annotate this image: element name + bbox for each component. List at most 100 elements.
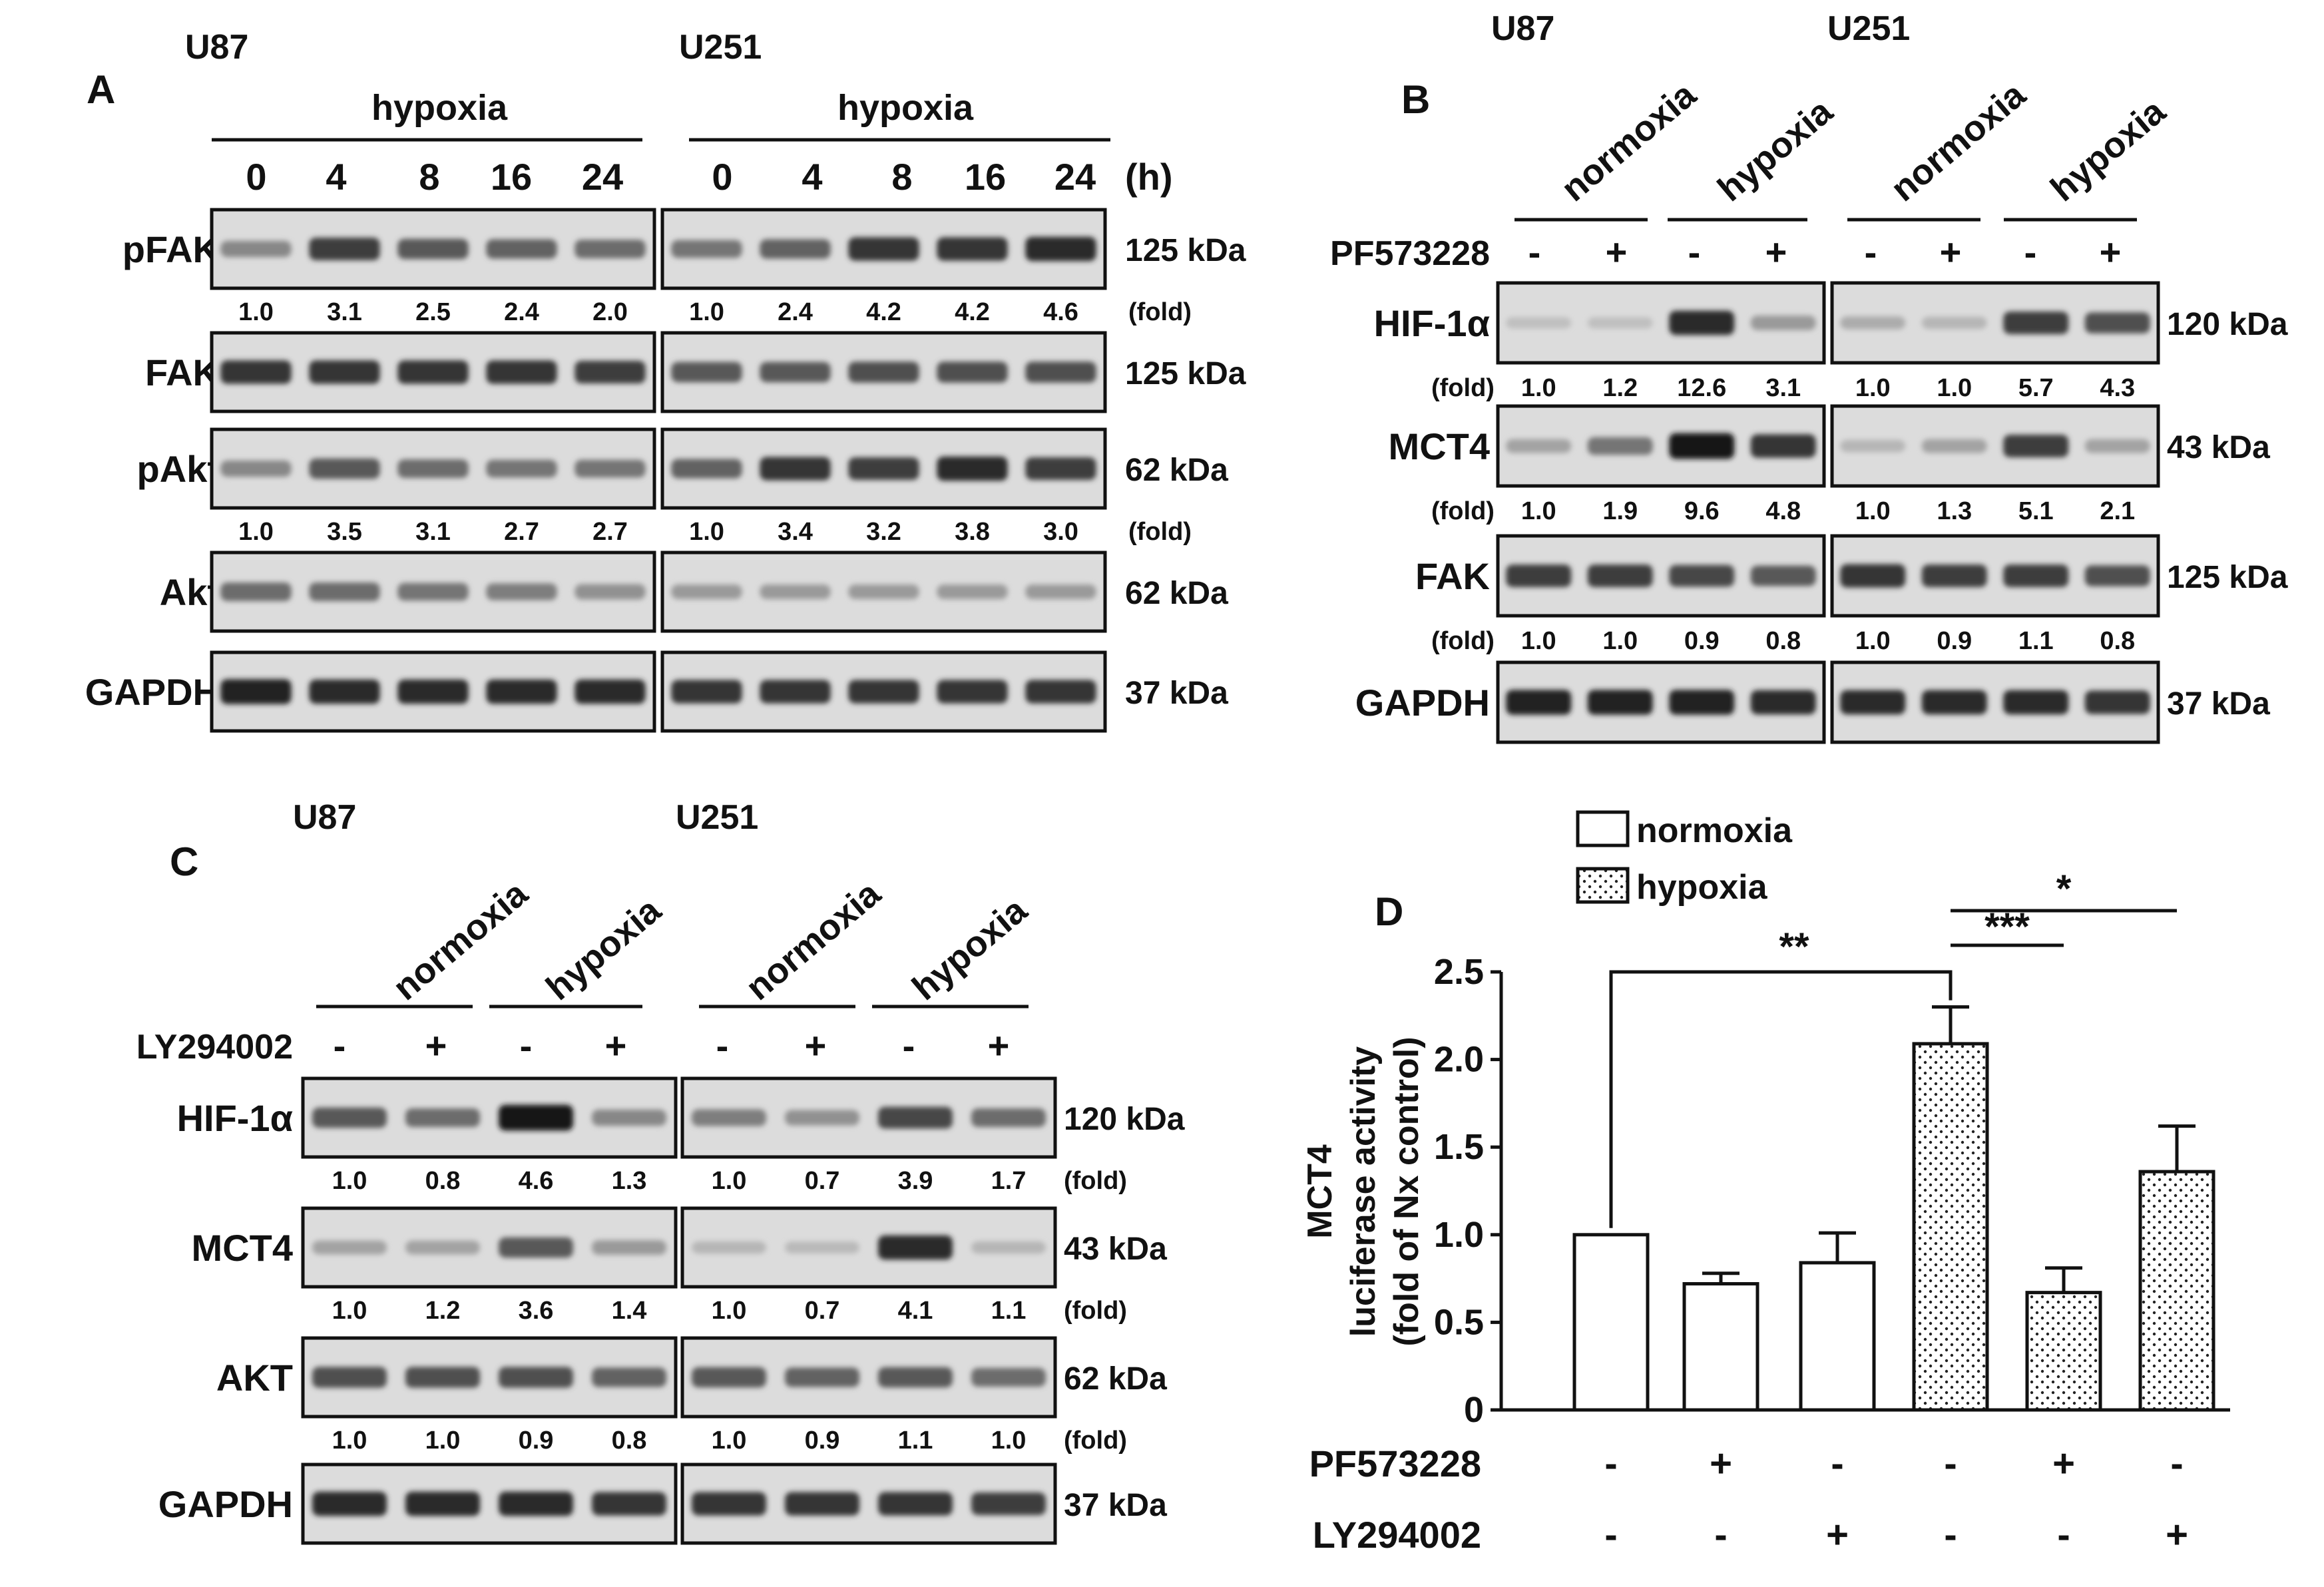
- panel-b-sign: +: [1606, 231, 1628, 273]
- treatment-row-label: PF573228: [1309, 1443, 1481, 1484]
- treatment-sign: -: [2057, 1513, 2070, 1556]
- treatment-sign: -: [1944, 1442, 1957, 1485]
- blot-band: [309, 238, 380, 260]
- blot-band: [397, 238, 469, 260]
- blot-row-label: GAPDH: [85, 671, 220, 713]
- blot-row-label: MCT4: [1389, 425, 1490, 467]
- blot-band: [1840, 690, 1906, 715]
- blot-band: [312, 1367, 387, 1388]
- blot-band: [405, 1108, 480, 1127]
- significance-mark: **: [1779, 925, 1809, 969]
- fold-value: 1.3: [1937, 497, 1972, 525]
- bar-chart: 00.51.01.52.02.5** ****: [1434, 867, 2230, 1430]
- fold-value: 1.0: [425, 1427, 461, 1455]
- fold-value: 1.0: [991, 1427, 1027, 1455]
- y-tick-label: 1.5: [1434, 1127, 1484, 1167]
- blot-band: [1506, 565, 1572, 587]
- blot-band: [486, 459, 557, 478]
- panel-a-time-unit: (h): [1125, 156, 1173, 198]
- fold-value: 1.0: [238, 518, 274, 546]
- blot-band: [220, 582, 292, 601]
- panel-c-sign: +: [605, 1024, 627, 1066]
- molecular-weight-label: 62 kDa: [1064, 1361, 1167, 1397]
- blot-band: [592, 1109, 666, 1126]
- blot-band: [1506, 439, 1572, 453]
- molecular-weight-label: 37 kDa: [1125, 676, 1228, 711]
- significance-mark: ***: [1984, 905, 2030, 949]
- panel-c-sign: -: [716, 1024, 729, 1066]
- blot-band: [397, 582, 469, 601]
- molecular-weight-label: 43 kDa: [1064, 1232, 1167, 1267]
- blot-band: [499, 1104, 573, 1131]
- panel-b-sign: +: [2100, 231, 2122, 273]
- blot-band: [1921, 316, 1987, 330]
- fold-value: 1.0: [332, 1427, 367, 1455]
- blot-band: [971, 1108, 1046, 1127]
- molecular-weight-label: 43 kDa: [2167, 430, 2270, 465]
- blot-band: [692, 1241, 766, 1254]
- blot-band: [397, 360, 469, 384]
- blot-band: [937, 584, 1008, 599]
- fold-value: 1.0: [712, 1427, 747, 1455]
- blot-row-label: HIF-1α: [1374, 302, 1490, 344]
- panel-a-time-u87-0: 0: [246, 156, 266, 198]
- fold-unit-label: (fold): [1431, 374, 1495, 402]
- fold-unit-label: (fold): [1431, 497, 1495, 525]
- panel-c-sign: -: [334, 1024, 346, 1066]
- blot-band: [1587, 690, 1653, 715]
- fold-value: 3.9: [898, 1167, 933, 1195]
- fold-value: 4.2: [955, 298, 990, 326]
- legend-label-hypoxia: hypoxia: [1636, 868, 1768, 907]
- panel-b-signs: - + - + - + - +: [1528, 231, 2122, 273]
- panel-a-time-u251-4: 4: [802, 156, 822, 198]
- fold-value: 2.0: [592, 298, 628, 326]
- blot-band: [1025, 457, 1096, 480]
- fold-value: 9.6: [1684, 497, 1720, 525]
- panel-b-sign: -: [1688, 231, 1701, 273]
- treatment-sign: -: [1604, 1442, 1617, 1485]
- fold-value: 1.4: [612, 1297, 647, 1325]
- fold-value: 1.9: [1602, 497, 1638, 525]
- panel-c-cond-u251-normoxia: normoxia: [738, 873, 888, 1008]
- blot-band: [1750, 565, 1816, 586]
- bar: [1912, 1042, 1989, 1412]
- fold-value: 4.1: [898, 1297, 933, 1325]
- panel-a-letter: A: [87, 67, 115, 112]
- panel-c-signs: - + - + - + - +: [334, 1024, 1010, 1066]
- blot-band: [575, 240, 646, 258]
- fold-value: 0.9: [805, 1427, 840, 1455]
- blot-band: [2003, 312, 2069, 334]
- blot-band: [220, 460, 292, 477]
- panel-c-sign: -: [520, 1024, 533, 1066]
- fold-unit-label: (fold): [1064, 1297, 1127, 1325]
- fold-value: 1.1: [2018, 627, 2054, 655]
- blot-band: [575, 584, 646, 600]
- blot-band: [971, 1492, 1046, 1515]
- panel-c-cond-u87-hypoxia: hypoxia: [539, 889, 669, 1008]
- blot-band: [760, 239, 831, 259]
- panel-b-cell-line-u251: U251: [1827, 9, 1910, 48]
- treatment-sign: -: [1944, 1513, 1957, 1556]
- fold-value: 2.4: [504, 298, 539, 326]
- y-tick-label: 0.5: [1434, 1302, 1484, 1342]
- blot-band: [878, 1235, 953, 1260]
- blot-band: [1587, 565, 1653, 587]
- fold-value: 1.7: [991, 1167, 1027, 1195]
- blot-band: [2003, 690, 2069, 715]
- fold-value: 0.8: [2100, 627, 2135, 655]
- blot-band: [848, 680, 919, 704]
- fold-value: 1.0: [689, 298, 724, 326]
- blot-band: [312, 1107, 387, 1128]
- blot-band: [1840, 439, 1906, 453]
- molecular-weight-label: 120 kDa: [2167, 307, 2288, 342]
- fold-value: 0.8: [425, 1167, 461, 1195]
- panel-c-cond-u251-hypoxia: hypoxia: [905, 889, 1035, 1008]
- blot-band: [1750, 434, 1816, 458]
- blot-band: [220, 240, 292, 258]
- fold-value: 1.0: [1521, 374, 1556, 402]
- blot-row-label: GAPDH: [1355, 682, 1490, 724]
- blot-band: [592, 1492, 666, 1516]
- molecular-weight-label: 120 kDa: [1064, 1102, 1185, 1137]
- fold-value: 3.0: [1043, 518, 1078, 546]
